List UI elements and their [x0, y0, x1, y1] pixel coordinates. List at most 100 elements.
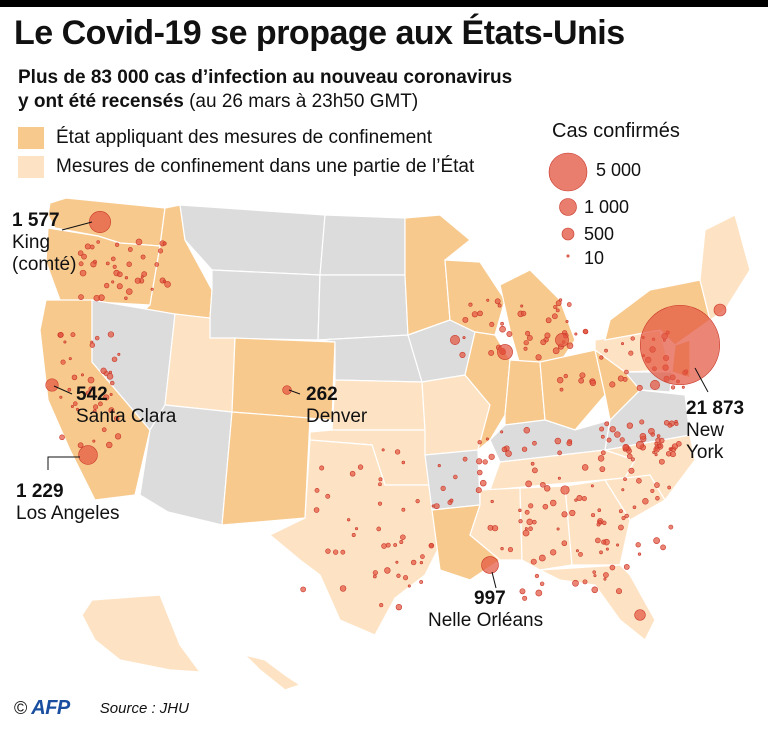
- county-bubble-38: [490, 499, 494, 504]
- county-bubble-237: [596, 522, 601, 527]
- county-bubble-311: [59, 434, 65, 441]
- county-bubble-62: [628, 467, 635, 474]
- bubble-cluster-1: [555, 333, 569, 347]
- state-south-dakota: [317, 274, 409, 341]
- leader-line-5: [491, 571, 497, 589]
- bubble-cluster-5: [650, 380, 660, 390]
- callout-denver-name: Denver: [306, 406, 368, 427]
- county-bubble-3: [540, 481, 546, 488]
- county-bubble-160: [419, 580, 424, 584]
- county-bubble-100: [551, 313, 558, 320]
- county-bubble-303: [70, 332, 76, 338]
- county-bubble-130: [621, 342, 625, 346]
- bubble-denver: [282, 385, 292, 395]
- county-bubble-29: [401, 507, 406, 512]
- county-bubble-251: [78, 294, 84, 300]
- county-bubble-177: [325, 548, 331, 554]
- county-bubble-81: [525, 330, 531, 336]
- county-bubble-293: [92, 409, 97, 414]
- callout-los-angeles-number: 1 229: [16, 481, 64, 502]
- county-bubble-203: [591, 586, 599, 594]
- state-texas: [268, 439, 446, 636]
- county-bubble-336: [614, 431, 621, 438]
- county-bubble-233: [618, 524, 624, 531]
- county-bubble-20: [477, 469, 483, 476]
- county-bubble-184: [399, 540, 404, 544]
- state-alaska: [81, 594, 202, 673]
- county-bubble-15: [530, 461, 535, 466]
- county-bubble-354: [659, 437, 665, 444]
- county-bubble-306: [110, 380, 115, 386]
- county-bubble-219: [535, 589, 543, 597]
- state-hawaii: [243, 653, 302, 691]
- state-indiana: [504, 359, 546, 426]
- county-bubble-46: [500, 547, 504, 551]
- county-bubble-240: [126, 261, 132, 267]
- bubble-santa-clara: [45, 378, 59, 392]
- county-bubble-42: [591, 513, 596, 518]
- county-bubble-179: [419, 561, 424, 565]
- county-bubble-307: [70, 404, 74, 409]
- county-bubble-252: [126, 288, 133, 295]
- size-legend-bubbles: [548, 152, 588, 258]
- county-bubble-93: [565, 319, 569, 323]
- county-bubble-22: [636, 478, 642, 484]
- bubble-cluster-3: [450, 335, 460, 345]
- county-bubble-139: [574, 332, 578, 336]
- county-bubble-8: [654, 482, 660, 488]
- county-bubble-113: [540, 339, 547, 346]
- county-bubble-285: [88, 386, 94, 392]
- county-bubble-281: [77, 442, 84, 449]
- county-bubble-98: [523, 340, 529, 346]
- county-bubble-1: [440, 485, 446, 491]
- county-bubble-347: [600, 450, 606, 456]
- county-bubble-318: [108, 370, 113, 375]
- county-bubble-246: [157, 248, 164, 254]
- state-ohio: [539, 349, 606, 431]
- county-bubble-36: [599, 466, 606, 473]
- county-bubble-230: [569, 509, 576, 517]
- county-bubble-343: [674, 421, 679, 426]
- county-bubble-291: [80, 373, 84, 377]
- county-bubble-165: [332, 549, 339, 555]
- county-bubble-186: [410, 559, 417, 566]
- county-bubble-144: [609, 381, 616, 388]
- county-bubble-176: [314, 488, 320, 493]
- county-bubble-191: [393, 543, 398, 547]
- afp-logo: AFP: [31, 697, 70, 719]
- county-bubble-357: [653, 446, 660, 453]
- county-bubble-210: [593, 574, 597, 578]
- county-bubble-193: [300, 586, 306, 593]
- county-bubble-198: [407, 584, 411, 588]
- county-bubble-92: [499, 325, 506, 333]
- county-bubble-278: [90, 261, 97, 268]
- county-bubble-33: [650, 488, 655, 493]
- legend-swatch-partial: [18, 156, 44, 178]
- county-bubble-286: [67, 387, 72, 392]
- state-florida: [537, 564, 656, 641]
- county-bubble-142: [557, 376, 564, 384]
- county-bubble-126: [566, 342, 574, 349]
- county-bubble-24: [658, 458, 665, 465]
- county-bubble-213: [522, 595, 528, 601]
- county-bubble-282: [101, 427, 107, 433]
- county-bubble-346: [630, 457, 635, 462]
- county-bubble-259: [117, 271, 123, 278]
- county-bubble-309: [92, 439, 96, 443]
- county-bubble-222: [601, 539, 607, 545]
- county-bubble-32: [642, 498, 649, 505]
- county-bubble-302: [117, 352, 121, 356]
- county-bubble-172: [319, 465, 325, 471]
- county-bubble-267: [135, 238, 143, 246]
- state-new-mexico: [221, 411, 311, 526]
- county-bubble-6: [581, 464, 589, 471]
- county-bubble-96: [471, 311, 478, 318]
- county-bubble-238: [603, 572, 609, 578]
- callout-king: 1 577 King (comté): [12, 210, 76, 276]
- county-bubble-255: [114, 242, 120, 247]
- county-bubble-58: [576, 495, 583, 502]
- county-bubble-228: [582, 579, 588, 585]
- county-bubble-201: [561, 540, 568, 547]
- county-bubble-88: [489, 321, 495, 327]
